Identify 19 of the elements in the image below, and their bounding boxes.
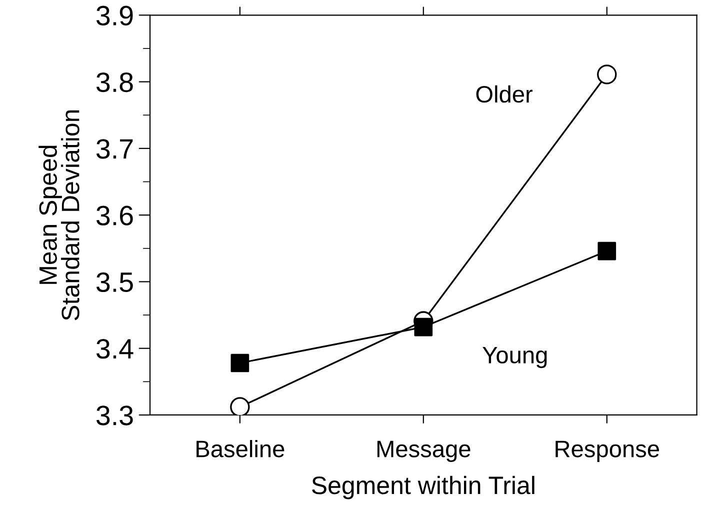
series-label: Older	[476, 85, 533, 103]
y-tick-label: 3.7	[96, 139, 133, 159]
point	[230, 397, 250, 415]
x-axis-title: Segment within Trial	[312, 476, 534, 500]
x-tick-label: Baseline	[196, 440, 284, 458]
y-tick-label: 3.8	[96, 72, 133, 92]
y-tick-label: 3.3	[96, 406, 133, 426]
y-axis-title: Mean Speed Standard Deviation	[38, 110, 80, 320]
y-tick-label: 3.6	[96, 206, 133, 226]
point	[597, 64, 617, 84]
x-tick-label: Response	[556, 440, 659, 462]
series-label: Young	[482, 346, 547, 368]
y-tick-label: 3.5	[96, 272, 133, 292]
y-tick-label: 3.4	[96, 339, 134, 359]
y-tick-label: 3.9	[96, 6, 133, 26]
point	[598, 242, 616, 260]
point	[230, 354, 250, 372]
point	[414, 318, 433, 336]
x-tick-label: Message	[377, 440, 470, 462]
